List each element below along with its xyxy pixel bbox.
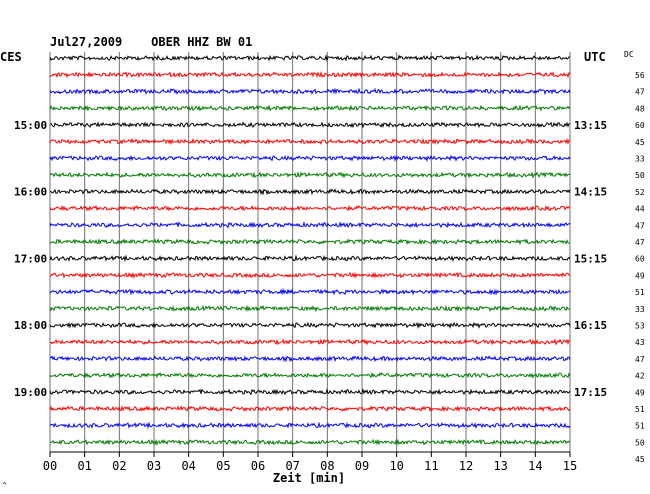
trace-line <box>49 321 571 330</box>
right-hour-label: 16:15 <box>574 319 607 332</box>
dc-value: 49 <box>635 388 645 397</box>
dc-value: 45 <box>635 455 645 464</box>
dc-value: 49 <box>635 271 645 280</box>
trace-line <box>49 421 571 430</box>
right-hour-label: 13:15 <box>574 119 607 132</box>
trace-line <box>49 237 571 246</box>
dc-value: 52 <box>635 188 645 197</box>
dc-value: 50 <box>635 438 645 447</box>
left-hour-label: 16:00 <box>14 186 47 199</box>
trace-line <box>49 188 571 196</box>
trace-line <box>49 355 571 363</box>
x-tick-label: 05 <box>216 459 230 473</box>
left-hour-label: 19:00 <box>14 386 47 399</box>
right-zone-label: UTC <box>584 50 606 64</box>
dc-value: 33 <box>635 155 645 164</box>
dc-value: 56 <box>635 71 645 80</box>
trace-line <box>49 287 571 296</box>
trace-line <box>49 204 571 212</box>
x-tick-label: 09 <box>355 459 369 473</box>
trace-line <box>49 404 571 413</box>
dc-value: 47 <box>635 355 645 364</box>
dc-value: 47 <box>635 88 645 97</box>
trace-line <box>49 54 571 63</box>
dc-value: 33 <box>635 305 645 314</box>
trace-line <box>49 338 571 346</box>
dc-label: DC <box>624 50 634 59</box>
x-tick-label: 07 <box>285 459 299 473</box>
trace-group <box>49 54 571 446</box>
x-tick-label: 12 <box>459 459 473 473</box>
x-tick-label: 02 <box>112 459 126 473</box>
dc-value: 51 <box>635 405 645 414</box>
x-tick-labels: 00 01 02 03 04 05 06 07 08 09 10 11 12 13 14 15 <box>43 459 577 473</box>
right-hour-label: 14:15 <box>574 186 607 199</box>
x-tick-label: 08 <box>320 459 334 473</box>
x-tick-label: 10 <box>389 459 403 473</box>
dc-value: 60 <box>635 255 645 264</box>
trace-line <box>49 121 570 129</box>
trace-line <box>49 70 571 79</box>
grid-lines <box>49 52 571 457</box>
dc-value: 60 <box>635 121 645 130</box>
dc-value: 42 <box>635 372 645 381</box>
trace-line <box>49 438 570 446</box>
right-hour-label: 15:15 <box>574 252 607 265</box>
dc-value: 43 <box>635 338 645 347</box>
x-tick-label: 00 <box>43 459 57 473</box>
x-tick-label: 14 <box>528 459 542 473</box>
left-hour-label: 17:00 <box>14 252 47 265</box>
right-hour-labels: 13:15 14:15 15:15 16:15 17:15 <box>574 119 607 399</box>
x-tick-label: 13 <box>493 459 507 473</box>
dc-value: 51 <box>635 422 645 431</box>
dc-value: 45 <box>635 138 645 147</box>
trace-line <box>49 254 571 263</box>
x-axis-label: Zeit [min] <box>273 471 345 485</box>
trace-line <box>49 171 571 179</box>
dc-value: 47 <box>635 221 645 230</box>
dc-value: 44 <box>635 205 645 214</box>
dc-value: 50 <box>635 171 645 180</box>
trace-line <box>49 87 571 96</box>
right-hour-label: 17:15 <box>574 386 607 399</box>
trace-line <box>49 271 571 279</box>
left-hour-label: 18:00 <box>14 319 47 332</box>
trace-line <box>49 137 571 146</box>
dc-value: 53 <box>635 322 645 331</box>
x-tick-label: 06 <box>251 459 265 473</box>
x-tick-label: 01 <box>77 459 91 473</box>
dc-value: 48 <box>635 104 645 113</box>
trace-line <box>49 388 571 396</box>
left-hour-label: 15:00 <box>14 119 47 132</box>
trace-line <box>49 221 571 229</box>
x-tick-label: 03 <box>147 459 161 473</box>
x-tick-label: 11 <box>424 459 438 473</box>
left-hour-labels: 15:00 16:00 17:00 18:00 19:00 <box>14 119 47 399</box>
left-zone-label: CES <box>0 50 22 64</box>
trace-line <box>49 371 571 379</box>
corner-mark: ^ <box>2 481 7 490</box>
trace-line <box>49 304 571 313</box>
x-tick-label: 04 <box>181 459 195 473</box>
chart-title: Jul27,2009 OBER HHZ BW 01 <box>50 35 252 49</box>
dc-value: 51 <box>635 288 645 297</box>
dc-value: 47 <box>635 238 645 247</box>
x-tick-label: 15 <box>563 459 577 473</box>
trace-line <box>49 104 571 112</box>
trace-line <box>49 154 571 163</box>
dc-value-labels: 56 47 48 60 45 33 50 52 44 47 47 60 49 51 33 53 43 47 42 49… <box>635 71 645 464</box>
